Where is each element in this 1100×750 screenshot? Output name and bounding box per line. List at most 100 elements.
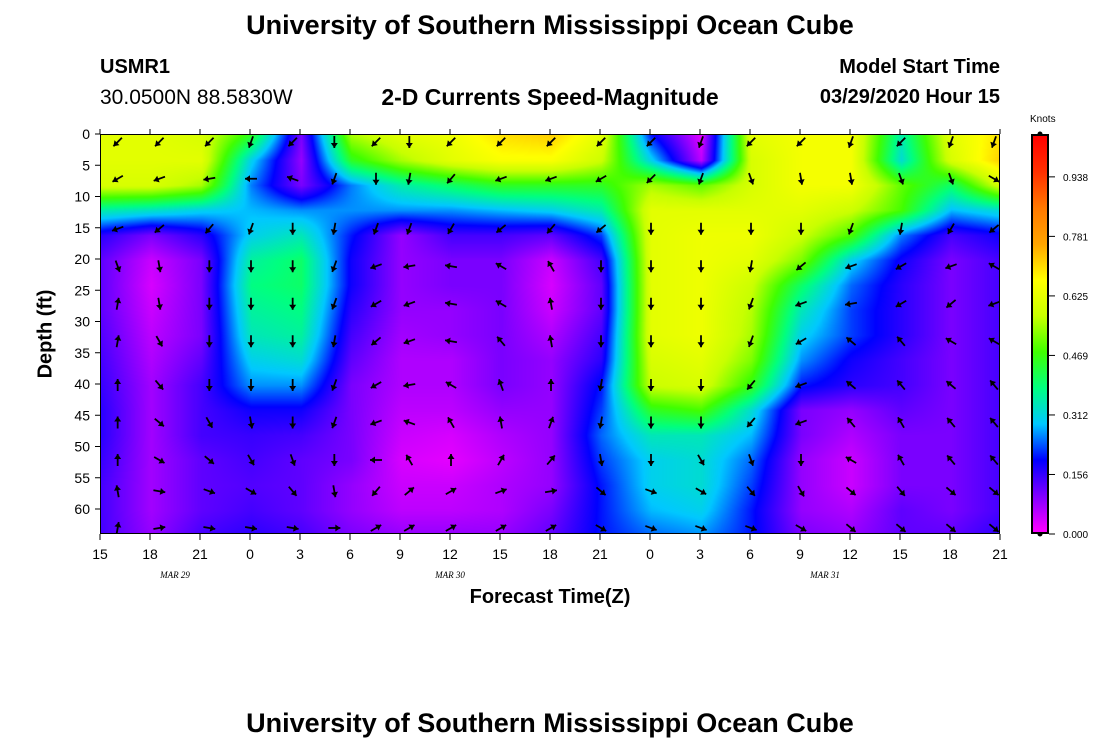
current-arrow [697,379,705,391]
current-arrow [945,299,957,309]
current-arrow [896,137,906,147]
current-arrow [597,297,605,310]
current-arrow [370,336,382,346]
current-arrow [114,335,122,348]
current-arrow [247,335,255,348]
current-arrow [114,485,121,498]
model-start-label: Model Start Time [839,56,1000,78]
current-arrow [330,136,338,148]
current-arrow [797,172,805,185]
current-arrow [154,417,165,428]
current-arrow [330,416,338,429]
current-arrow [647,335,655,348]
current-arrow [153,456,165,464]
current-arrow [844,300,858,308]
x-tick-label: 21 [192,546,208,562]
current-arrow [497,416,505,429]
current-arrow [204,223,214,234]
station-id: USMR1 [100,56,171,78]
x-tick-label: 21 [992,546,1008,562]
colorbar-label: 0.000 [1063,530,1088,541]
current-arrow [289,222,297,235]
current-arrow [495,175,507,183]
current-arrow [746,417,756,428]
current-arrow [247,454,255,466]
current-arrow [647,454,655,466]
current-arrow [495,487,507,495]
y-tick-label: 30 [74,314,90,330]
current-arrow [447,454,455,466]
current-arrow [697,335,705,348]
current-arrow [988,486,999,496]
current-arrow [154,224,165,234]
current-arrow [244,524,258,532]
y-tick-label: 40 [74,376,90,392]
current-arrow [989,379,999,391]
current-arrow [945,523,957,533]
current-arrow [746,486,756,497]
x-tick-label: 15 [92,546,108,562]
current-arrow [114,416,122,429]
current-arrow [114,379,122,391]
current-arrow [247,136,254,148]
current-arrow [156,297,163,310]
current-arrow [114,260,122,273]
current-arrow [330,172,338,185]
current-arrow [370,263,382,270]
current-arrow [405,222,413,235]
current-arrow [897,222,905,235]
current-arrow [114,454,122,466]
y-tick-label: 45 [74,407,90,423]
current-arrow [795,524,807,532]
y-tick-label: 20 [74,251,90,267]
x-tick-label: 15 [492,546,508,562]
current-arrow [947,223,955,235]
current-arrow [647,416,655,429]
y-tick-label: 0 [82,126,90,142]
x-tick-label: 0 [246,546,254,562]
current-arrow [896,336,906,347]
current-arrow [989,417,999,428]
current-arrow [114,297,122,310]
current-arrow [988,262,999,271]
x-tick-label: 0 [646,546,654,562]
y-tick-label: 5 [82,157,90,173]
current-arrow [372,172,380,185]
current-arrow [370,381,382,389]
current-arrow [895,523,907,533]
current-arrow [845,336,857,346]
current-arrow [287,137,298,147]
current-arrow [988,523,999,533]
current-arrow [945,337,957,346]
current-arrow [795,261,807,271]
current-arrow [247,416,255,429]
current-arrow [156,260,163,273]
current-arrow [697,454,705,466]
current-arrow [403,381,416,389]
current-arrow [403,300,416,308]
current-arrow [289,297,297,310]
current-arrow [746,379,756,391]
current-arrow [846,417,856,428]
y-tick-label: 60 [74,501,90,517]
y-tick-label: 35 [74,345,90,361]
current-arrow [205,335,213,348]
current-arrow [154,379,164,391]
current-arrow [597,378,605,392]
y-tick-label: 15 [74,220,90,236]
x-tick-label: 9 [396,546,404,562]
current-arrow [845,380,857,390]
current-arrow [645,525,657,532]
current-arrow [746,137,756,147]
current-arrow [647,260,655,273]
current-arrow [747,222,755,235]
y-tick-label: 50 [74,439,90,455]
chart-subtitle: 2-D Currents Speed-Magnitude [381,84,719,110]
current-arrow [370,524,382,532]
current-arrow [496,336,506,347]
current-arrow [795,419,807,427]
page-title: University of Southern Mississippi Ocean… [246,10,854,40]
current-arrow [445,524,457,532]
current-arrow [404,486,415,496]
current-arrow [945,380,957,390]
